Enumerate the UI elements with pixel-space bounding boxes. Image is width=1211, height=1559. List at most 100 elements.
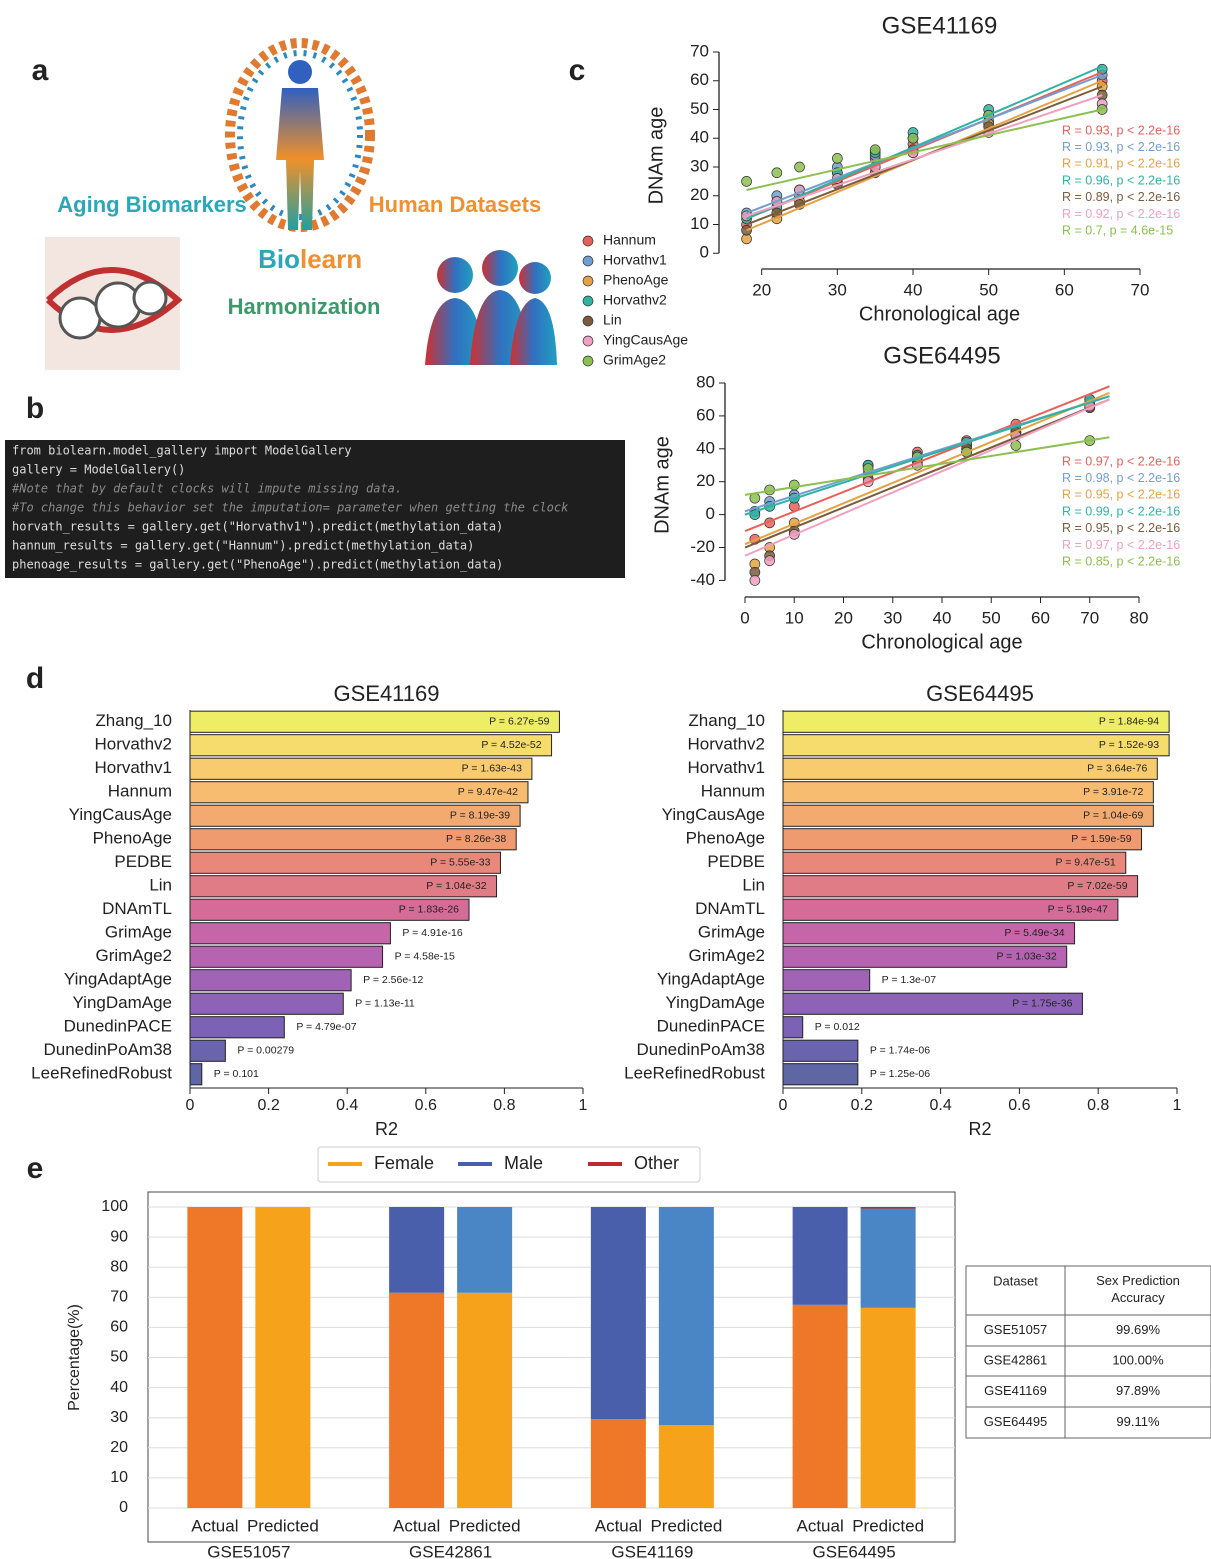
- y-tick-label: 40: [696, 438, 715, 457]
- x-tick-label: 50: [982, 608, 1001, 627]
- figure-head: [288, 60, 312, 84]
- y-tick-label: 40: [110, 1379, 128, 1396]
- stat-label: R = 0.95, p < 2.2e-16: [1062, 488, 1180, 502]
- category-label: YingAdaptAge: [657, 970, 765, 989]
- bar: [190, 946, 383, 967]
- people-image: [425, 250, 557, 365]
- y-tick-label: 100: [101, 1198, 128, 1215]
- code-line: horvath_results = gallery.get("Horvathv1…: [12, 520, 503, 534]
- fit-line: [745, 396, 1109, 514]
- p-label: P = 1.59e-59: [1071, 833, 1131, 845]
- legend-label: Female: [374, 1153, 434, 1173]
- brand: Bio: [258, 244, 300, 274]
- fit-line: [745, 386, 1109, 531]
- legend-marker: [583, 236, 593, 246]
- y-tick-label: 60: [696, 405, 715, 424]
- y-axis-label: Percentage(%): [66, 1304, 83, 1411]
- p-label: P = 5.55e-33: [430, 857, 490, 869]
- p-label: P = 9.47e-42: [458, 786, 518, 798]
- panel-label: e: [27, 1152, 44, 1185]
- category-label: Hannum: [108, 782, 172, 801]
- bar: [190, 970, 351, 991]
- category-label: DunedinPACE: [64, 1017, 172, 1036]
- chart-title: GSE64495: [883, 342, 1000, 369]
- x-tick-label: 0.2: [257, 1097, 279, 1114]
- fit-line: [745, 399, 1109, 555]
- chart-title: GSE41169: [333, 681, 439, 706]
- bar: [783, 970, 870, 991]
- bar-segment: [659, 1425, 714, 1508]
- table-cell: 97.89%: [1116, 1383, 1161, 1398]
- y-tick-label: 0: [706, 504, 715, 523]
- bar-segment: [457, 1293, 512, 1508]
- bar: [190, 1040, 225, 1061]
- x-tick-label: Actual: [797, 1516, 844, 1535]
- fit-line: [745, 399, 1109, 547]
- panel-label: d: [26, 662, 44, 695]
- brand: learn: [300, 244, 362, 274]
- x-tick-label: 0.8: [493, 1097, 515, 1114]
- x-axis-label: Chronological age: [861, 631, 1022, 653]
- category-label: Zhang_10: [688, 711, 765, 730]
- legend-label: Lin: [603, 312, 622, 328]
- p-label: P = 4.91e-16: [402, 927, 462, 939]
- legend-label: Horvathv1: [603, 252, 667, 268]
- table-header-line: Accuracy: [1111, 1290, 1165, 1305]
- chart-title: GSE64495: [926, 681, 1034, 706]
- fit-line: [745, 393, 1109, 544]
- x-tick-label: 10: [785, 608, 804, 627]
- panel-label: c: [569, 54, 586, 87]
- y-tick-label: 50: [110, 1349, 128, 1366]
- x-tick-label: Actual: [393, 1516, 440, 1535]
- stat-label: R = 0.93, p < 2.2e-16: [1062, 123, 1180, 137]
- category-label: GrimAge: [698, 923, 765, 942]
- category-label: DunedinPACE: [657, 1017, 765, 1036]
- y-axis-label: DNAm age: [651, 436, 673, 534]
- stat-label: R = 0.98, p < 2.2e-16: [1062, 471, 1180, 485]
- y-tick-label: 70: [110, 1289, 128, 1306]
- p-label: P = 1.04e-32: [426, 880, 486, 892]
- category-label: PhenoAge: [93, 829, 172, 848]
- legend-label: PhenoAge: [603, 272, 669, 288]
- category-label: PhenoAge: [686, 829, 765, 848]
- illustration-label: Human Datasets: [369, 192, 541, 217]
- p-label: P = 1.52e-93: [1099, 739, 1159, 751]
- x-tick-label: 0.2: [851, 1097, 873, 1114]
- bar: [190, 993, 343, 1014]
- x-tick-label: 0: [186, 1097, 195, 1114]
- bar-segment: [793, 1207, 848, 1305]
- p-label: P = 9.47e-51: [1056, 857, 1116, 869]
- bar: [783, 1064, 858, 1085]
- panel-label: b: [26, 392, 44, 425]
- stat-label: R = 0.93, p < 2.2e-16: [1062, 140, 1180, 154]
- legend-label: YingCausAge: [603, 332, 688, 348]
- category-label: PEDBE: [114, 852, 172, 871]
- panel-label: a: [32, 54, 49, 87]
- table-cell: GSE41169: [984, 1383, 1047, 1398]
- x-tick-label: 0: [779, 1097, 788, 1114]
- clock: [60, 298, 100, 338]
- point: [742, 176, 752, 186]
- category-label: Lin: [742, 876, 765, 895]
- legend-marker: [583, 256, 593, 266]
- code-line: from biolearn.model_gallery import Model…: [12, 444, 352, 458]
- y-tick-label: -40: [690, 570, 715, 589]
- figure: Aging Biomarkers Human Datasets Bio lear…: [0, 0, 1211, 1559]
- figure-body: [276, 88, 324, 230]
- stat-label: R = 0.96, p < 2.2e-16: [1062, 173, 1180, 187]
- table-cell: 99.11%: [1116, 1414, 1160, 1429]
- x-tick-label: 20: [752, 280, 771, 299]
- p-label: P = 4.79e-07: [296, 1021, 356, 1033]
- p-label: P = 8.19e-39: [450, 810, 510, 822]
- p-label: P = 2.56e-12: [363, 974, 423, 986]
- x-tick-label: 40: [933, 608, 952, 627]
- legend-label: Other: [634, 1153, 679, 1173]
- y-tick-label: 10: [110, 1469, 128, 1486]
- x-axis-label: R2: [968, 1119, 991, 1139]
- y-tick-label: 80: [110, 1258, 128, 1275]
- x-tick-label: 0.6: [1008, 1097, 1030, 1114]
- x-tick-label: 0: [740, 608, 749, 627]
- table-cell: GSE64495: [984, 1414, 1048, 1429]
- bar-segment: [861, 1207, 916, 1209]
- x-tick-label: 40: [904, 280, 923, 299]
